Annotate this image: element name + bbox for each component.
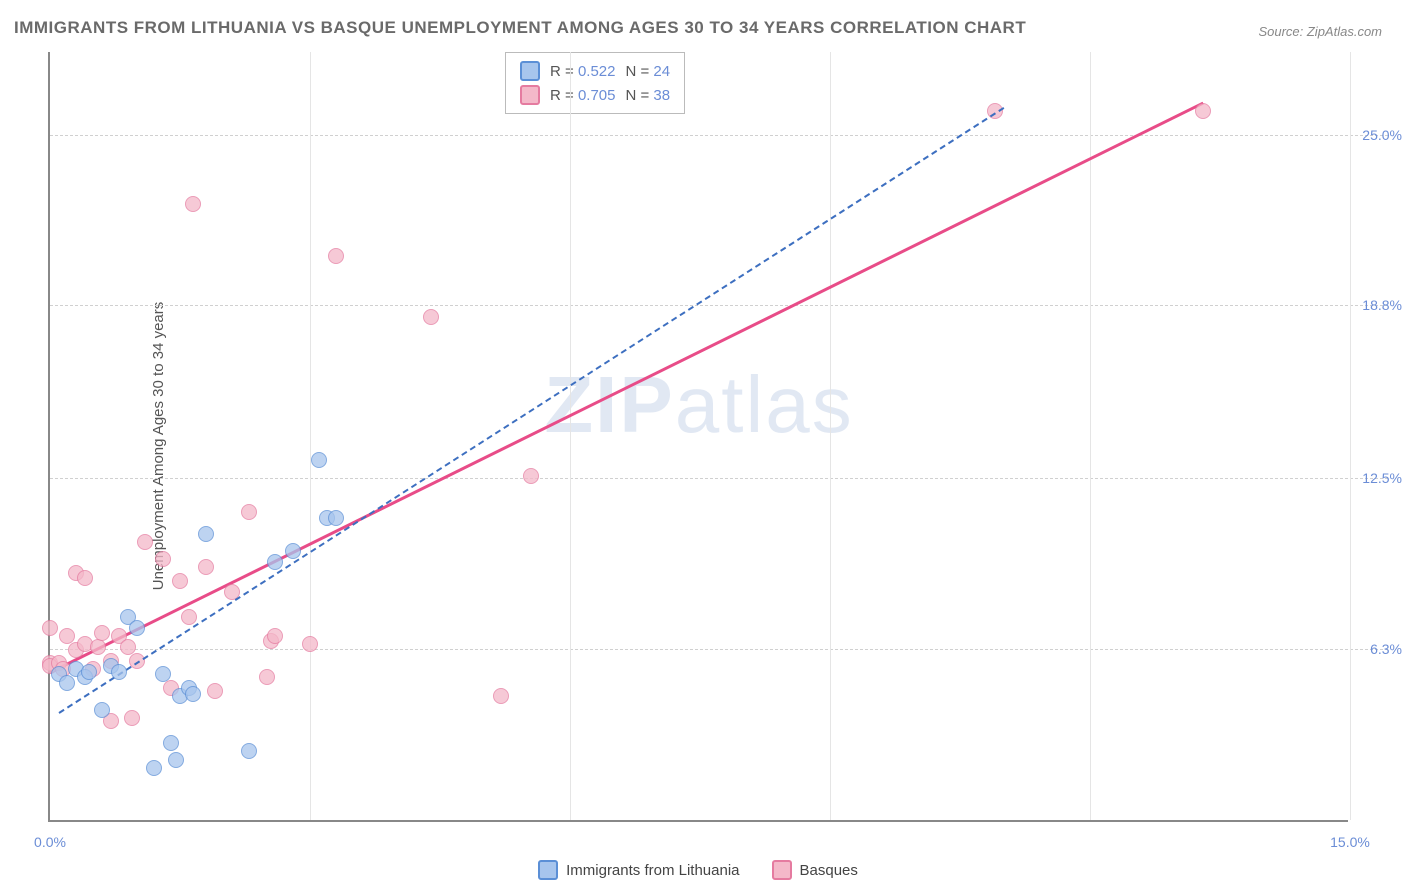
trend-line-basques bbox=[49, 102, 1203, 673]
data-point-lithuania bbox=[146, 760, 162, 776]
r-label-lithuania: R = 0.522 bbox=[550, 63, 615, 80]
scatter-plot-area: ZIPatlas R = 0.522 N = 24 R = 0.705 N = … bbox=[48, 52, 1348, 822]
legend-row-basques: R = 0.705 N = 38 bbox=[520, 83, 670, 107]
gridline-v bbox=[1090, 52, 1091, 820]
data-point-lithuania bbox=[328, 510, 344, 526]
n-label-basques: N = 38 bbox=[625, 87, 670, 104]
data-point-basques bbox=[328, 248, 344, 264]
legend-label-lithuania: Immigrants from Lithuania bbox=[566, 862, 739, 879]
data-point-basques bbox=[302, 636, 318, 652]
swatch-lithuania-icon bbox=[538, 860, 558, 880]
y-tick-label: 12.5% bbox=[1362, 470, 1402, 486]
watermark-rest: atlas bbox=[675, 360, 854, 449]
y-tick-label: 18.8% bbox=[1362, 297, 1402, 313]
gridline-v bbox=[1350, 52, 1351, 820]
data-point-basques bbox=[77, 570, 93, 586]
data-point-lithuania bbox=[285, 543, 301, 559]
data-point-basques bbox=[198, 559, 214, 575]
data-point-lithuania bbox=[59, 675, 75, 691]
data-point-basques bbox=[523, 468, 539, 484]
y-tick-label: 25.0% bbox=[1362, 127, 1402, 143]
data-point-basques bbox=[267, 628, 283, 644]
x-tick-label: 15.0% bbox=[1330, 834, 1370, 850]
data-point-lithuania bbox=[267, 554, 283, 570]
data-point-lithuania bbox=[155, 666, 171, 682]
gridline-v bbox=[310, 52, 311, 820]
data-point-lithuania bbox=[81, 664, 97, 680]
data-point-basques bbox=[181, 609, 197, 625]
legend-item-basques: Basques bbox=[772, 860, 858, 880]
x-tick-label: 0.0% bbox=[34, 834, 66, 850]
chart-title: IMMIGRANTS FROM LITHUANIA VS BASQUE UNEM… bbox=[14, 18, 1026, 38]
data-point-lithuania bbox=[311, 452, 327, 468]
series-legend: Immigrants from Lithuania Basques bbox=[48, 860, 1348, 880]
data-point-basques bbox=[90, 639, 106, 655]
data-point-lithuania bbox=[198, 526, 214, 542]
data-point-basques bbox=[259, 669, 275, 685]
data-point-lithuania bbox=[163, 735, 179, 751]
n-label-lithuania: N = 24 bbox=[625, 63, 670, 80]
data-point-lithuania bbox=[168, 752, 184, 768]
data-point-basques bbox=[493, 688, 509, 704]
legend-label-basques: Basques bbox=[800, 862, 858, 879]
data-point-basques bbox=[124, 710, 140, 726]
gridline-h bbox=[50, 478, 1388, 479]
data-point-basques bbox=[155, 551, 171, 567]
gridline-h bbox=[50, 305, 1388, 306]
data-point-lithuania bbox=[94, 702, 110, 718]
data-point-basques bbox=[207, 683, 223, 699]
data-point-lithuania bbox=[185, 686, 201, 702]
gridline-v bbox=[570, 52, 571, 820]
data-point-basques bbox=[241, 504, 257, 520]
data-point-basques bbox=[185, 196, 201, 212]
y-tick-label: 6.3% bbox=[1370, 641, 1402, 657]
data-point-basques bbox=[94, 625, 110, 641]
legend-row-lithuania: R = 0.522 N = 24 bbox=[520, 59, 670, 83]
data-point-basques bbox=[42, 620, 58, 636]
data-point-lithuania bbox=[111, 664, 127, 680]
gridline-h bbox=[50, 135, 1388, 136]
trend-line-lithuania bbox=[58, 107, 1004, 714]
source-label: Source: ZipAtlas.com bbox=[1258, 24, 1382, 39]
r-label-basques: R = 0.705 bbox=[550, 87, 615, 104]
legend-item-lithuania: Immigrants from Lithuania bbox=[538, 860, 739, 880]
data-point-basques bbox=[137, 534, 153, 550]
gridline-h bbox=[50, 649, 1388, 650]
swatch-basques bbox=[520, 85, 540, 105]
swatch-lithuania bbox=[520, 61, 540, 81]
data-point-basques bbox=[1195, 103, 1211, 119]
data-point-basques bbox=[423, 309, 439, 325]
data-point-lithuania bbox=[241, 743, 257, 759]
gridline-v bbox=[830, 52, 831, 820]
data-point-lithuania bbox=[129, 620, 145, 636]
correlation-legend: R = 0.522 N = 24 R = 0.705 N = 38 bbox=[505, 52, 685, 114]
swatch-basques-icon bbox=[772, 860, 792, 880]
data-point-basques bbox=[172, 573, 188, 589]
